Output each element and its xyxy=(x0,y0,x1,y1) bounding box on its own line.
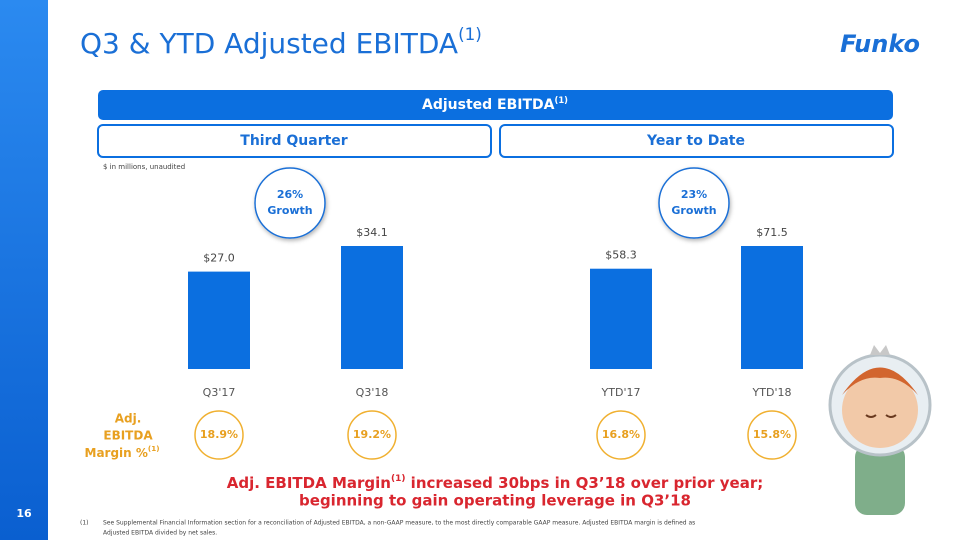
footnote-marker: (1) xyxy=(80,520,89,527)
callout-sup: (1) xyxy=(391,474,406,484)
margin-value: 15.8% xyxy=(753,428,791,441)
growth-text: Growth xyxy=(671,204,716,217)
logo: Funko xyxy=(840,30,920,58)
chart-title: Third Quarter xyxy=(240,133,348,149)
margin-label: Margin %(1) xyxy=(85,444,160,460)
footnote: See Supplemental Financial Information s… xyxy=(103,520,695,527)
units-note: $ in millions, unaudited xyxy=(103,163,185,171)
margin-label: Adj. xyxy=(115,412,142,426)
callout-text: Adj. EBITDA Margin xyxy=(227,474,391,492)
margin-label: EBITDA xyxy=(103,429,153,443)
footnote: Adjusted EBITDA divided by net sales. xyxy=(103,530,217,537)
side-strip xyxy=(0,0,48,540)
value-label: $34.1 xyxy=(356,226,388,239)
callout-text: increased 30bps in Q3’18 over prior year… xyxy=(405,474,763,492)
tab xyxy=(97,124,492,158)
title-sup: (1) xyxy=(458,24,482,44)
margin-circle xyxy=(347,410,397,460)
growth-circle xyxy=(658,167,730,239)
chart-title: Year to Date xyxy=(646,133,745,149)
bar xyxy=(341,246,403,369)
margin-circle xyxy=(596,410,646,460)
banner xyxy=(98,90,893,120)
page-number: 16 xyxy=(16,507,32,520)
value-label: $71.5 xyxy=(756,226,788,239)
margin-label-sup: (1) xyxy=(148,444,160,453)
margin-circle xyxy=(747,410,797,460)
x-tick-label: Q3'17 xyxy=(203,386,236,399)
margin-value: 18.9% xyxy=(200,428,238,441)
x-tick-label: Q3'18 xyxy=(356,386,389,399)
callout: beginning to gain operating leverage in … xyxy=(299,492,691,510)
growth-value: 23% xyxy=(681,188,707,201)
title-text: Q3 & YTD Adjusted EBITDA xyxy=(80,27,458,60)
banner-label: Adjusted EBITDA xyxy=(422,97,555,113)
figure xyxy=(828,345,932,515)
bar xyxy=(590,268,652,369)
value-label: $27.0 xyxy=(203,252,235,265)
x-tick-label: YTD'18 xyxy=(752,386,792,399)
margin-circle xyxy=(194,410,244,460)
growth-text: Growth xyxy=(267,204,312,217)
x-tick-label: YTD'17 xyxy=(601,386,641,399)
banner-sup: (1) xyxy=(555,95,569,105)
bar xyxy=(188,271,250,369)
banner-text: Adjusted EBITDA(1) xyxy=(422,95,568,114)
growth-circle xyxy=(254,167,326,239)
margin-label-text: Margin % xyxy=(85,446,148,460)
margin-value: 16.8% xyxy=(602,428,640,441)
margin-value: 19.2% xyxy=(353,428,391,441)
slide-title: Q3 & YTD Adjusted EBITDA(1) xyxy=(80,24,482,60)
growth-value: 26% xyxy=(277,188,303,201)
callout: Adj. EBITDA Margin(1) increased 30bps in… xyxy=(227,474,763,492)
value-label: $58.3 xyxy=(605,249,637,262)
tab xyxy=(499,124,894,158)
bar xyxy=(741,246,803,369)
